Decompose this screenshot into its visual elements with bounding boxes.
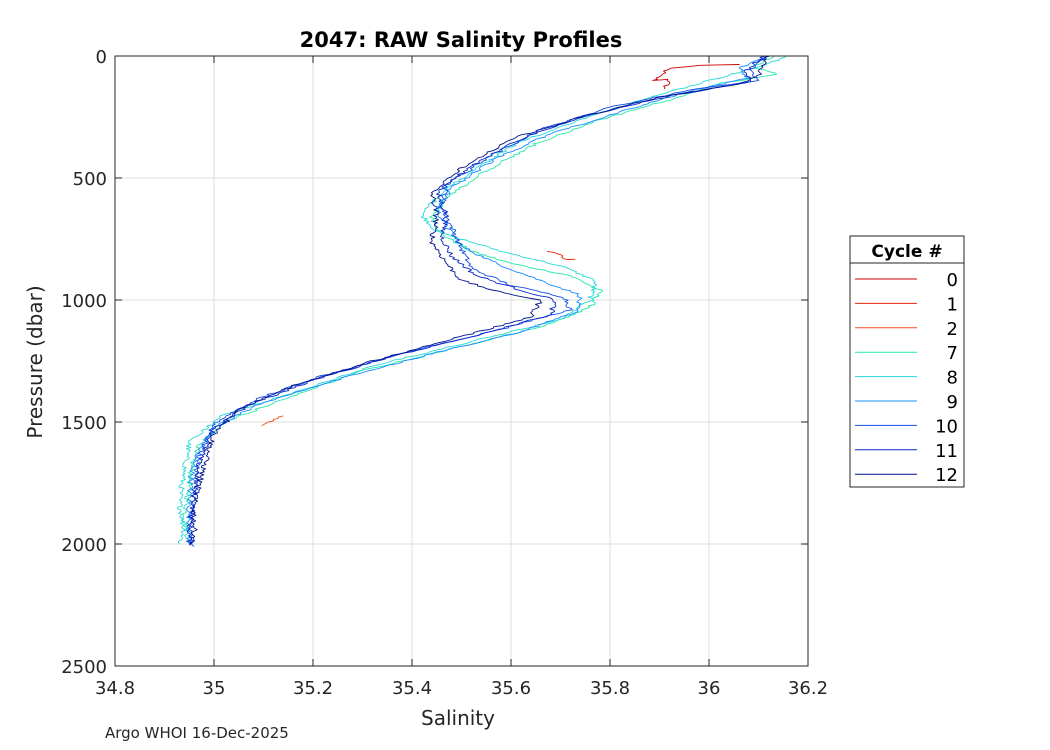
x-tick-label: 36 [698,678,721,699]
x-tick-label: 35.6 [491,678,531,699]
chart-title: 2047: RAW Salinity Profiles [300,28,623,52]
legend-label-8: 8 [947,368,958,389]
y-tick-label: 500 [73,169,107,190]
series-line-cycle-9 [185,55,770,546]
y-axis-label: Pressure (dbar) [23,285,47,438]
series-line-cycle-2 [261,415,284,427]
legend-label-12: 12 [935,465,958,486]
legend-title: Cycle # [871,242,942,262]
legend-label-11: 11 [935,441,958,462]
y-tick-label: 2500 [61,657,107,678]
x-tick-label: 35.8 [590,678,630,699]
series-line-cycle-11 [186,55,766,545]
series-line-cycle-8 [177,55,787,545]
series-line-cycle-0 [652,64,740,90]
x-axis-label: Salinity [421,706,495,730]
legend-label-1: 1 [947,294,958,315]
series-lines [177,55,787,547]
y-tick-label: 0 [96,47,107,68]
axes-frame [114,55,809,667]
x-tick-label: 35.4 [392,678,432,699]
y-tick-label: 1500 [61,413,107,434]
x-axis-ticks: 34.8 35 35.2 35.4 35.6 35.8 36 36.2 [95,56,828,699]
footer-credit: Argo WHOI 16-Dec-2025 [105,724,289,742]
x-tick-label: 36.2 [788,678,828,699]
plot-area [115,56,808,666]
series-line-cycle-10 [187,55,770,547]
y-tick-label: 2000 [61,535,107,556]
x-tick-label: 35 [203,678,226,699]
legend-label-0: 0 [947,270,958,291]
y-tick-label: 1000 [61,291,107,312]
x-tick-label: 35.2 [293,678,333,699]
legend-label-2: 2 [947,319,958,340]
legend-box [849,235,965,488]
legend-label-10: 10 [935,416,958,437]
legend-label-9: 9 [947,392,958,413]
legend-label-7: 7 [947,343,958,364]
x-tick-label: 34.8 [95,678,135,699]
series-line-cycle-1 [546,250,576,261]
series-line-cycle-12 [189,55,770,546]
y-axis-ticks: 0 500 1000 1500 2000 2500 [61,47,808,678]
